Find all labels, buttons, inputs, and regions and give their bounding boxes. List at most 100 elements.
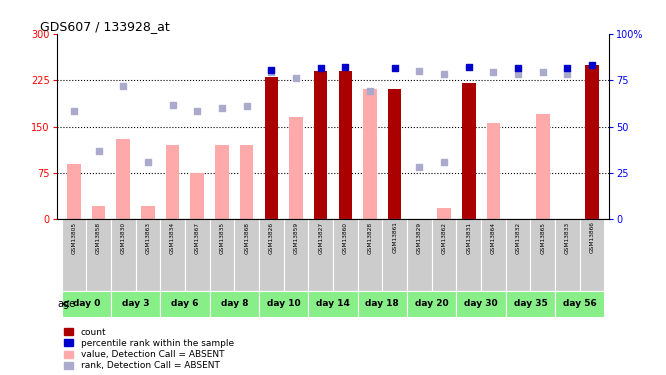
Point xyxy=(513,71,523,77)
Bar xyxy=(358,291,407,317)
Bar xyxy=(86,219,111,291)
Bar xyxy=(407,219,432,291)
Bar xyxy=(210,291,259,317)
Bar xyxy=(259,219,284,291)
Point xyxy=(315,65,326,71)
Point xyxy=(464,64,474,70)
Point xyxy=(93,148,104,154)
Bar xyxy=(314,71,328,219)
Bar xyxy=(240,145,254,219)
Text: age: age xyxy=(57,299,75,309)
Text: GSM13867: GSM13867 xyxy=(194,222,200,254)
Point xyxy=(290,75,301,81)
Text: day 8: day 8 xyxy=(220,299,248,308)
Bar xyxy=(185,219,210,291)
Bar xyxy=(141,206,155,219)
Text: day 6: day 6 xyxy=(171,299,198,308)
Bar xyxy=(338,71,352,219)
Point xyxy=(266,69,276,75)
Text: GSM13863: GSM13863 xyxy=(145,222,151,254)
Bar xyxy=(264,77,278,219)
Text: GSM13834: GSM13834 xyxy=(170,222,175,254)
Bar xyxy=(190,173,204,219)
Bar xyxy=(505,219,530,291)
Bar xyxy=(456,291,505,317)
Text: GSM13835: GSM13835 xyxy=(220,222,224,254)
Point xyxy=(439,71,450,77)
Point xyxy=(118,83,129,89)
Bar xyxy=(487,123,500,219)
Text: GSM13868: GSM13868 xyxy=(244,222,249,254)
Text: GSM13865: GSM13865 xyxy=(540,222,545,254)
Bar xyxy=(161,291,210,317)
Text: day 20: day 20 xyxy=(415,299,448,308)
Bar xyxy=(505,291,555,317)
Text: GDS607 / 133928_at: GDS607 / 133928_at xyxy=(40,20,169,33)
Text: GSM13861: GSM13861 xyxy=(392,222,397,254)
Point xyxy=(390,65,400,71)
Text: GSM13827: GSM13827 xyxy=(318,222,323,254)
Text: day 56: day 56 xyxy=(563,299,597,308)
Point xyxy=(587,62,597,68)
Text: day 30: day 30 xyxy=(464,299,498,308)
Bar xyxy=(333,219,358,291)
Bar xyxy=(555,291,605,317)
Text: GSM13830: GSM13830 xyxy=(121,222,126,254)
Point xyxy=(439,159,450,165)
Bar xyxy=(358,219,382,291)
Point xyxy=(192,108,202,114)
Bar xyxy=(210,219,234,291)
Bar xyxy=(215,145,228,219)
Point xyxy=(340,64,351,70)
Bar xyxy=(234,219,259,291)
Text: GSM13805: GSM13805 xyxy=(71,222,77,254)
Bar xyxy=(481,219,505,291)
Text: day 35: day 35 xyxy=(513,299,547,308)
Bar xyxy=(308,291,358,317)
Text: GSM13829: GSM13829 xyxy=(417,222,422,254)
Text: GSM13860: GSM13860 xyxy=(343,222,348,254)
Text: GSM13831: GSM13831 xyxy=(466,222,472,254)
Bar xyxy=(111,291,161,317)
Bar xyxy=(462,83,476,219)
Point xyxy=(365,88,376,94)
Bar xyxy=(407,291,456,317)
Point xyxy=(69,108,79,114)
Text: GSM13828: GSM13828 xyxy=(368,222,372,254)
Text: GSM13858: GSM13858 xyxy=(96,222,101,254)
Point xyxy=(537,69,548,75)
Point xyxy=(513,65,523,71)
Text: GSM13862: GSM13862 xyxy=(442,222,446,254)
Text: GSM13864: GSM13864 xyxy=(491,222,496,254)
Legend: count, percentile rank within the sample, value, Detection Call = ABSENT, rank, : count, percentile rank within the sample… xyxy=(65,328,234,370)
Bar xyxy=(530,219,555,291)
Point xyxy=(143,159,153,165)
Bar xyxy=(136,219,161,291)
Text: GSM13859: GSM13859 xyxy=(294,222,298,254)
Bar xyxy=(585,65,599,219)
Text: day 14: day 14 xyxy=(316,299,350,308)
Bar xyxy=(117,139,130,219)
Text: GSM13833: GSM13833 xyxy=(565,222,570,254)
Text: day 10: day 10 xyxy=(267,299,300,308)
Text: GSM13866: GSM13866 xyxy=(589,222,595,254)
Bar xyxy=(536,114,549,219)
Bar xyxy=(61,219,86,291)
Bar xyxy=(308,219,333,291)
Bar xyxy=(289,117,303,219)
Point xyxy=(241,103,252,109)
Bar xyxy=(161,219,185,291)
Bar xyxy=(432,219,456,291)
Text: day 0: day 0 xyxy=(73,299,100,308)
Bar xyxy=(111,219,136,291)
Point xyxy=(414,164,425,170)
Bar xyxy=(438,208,451,219)
Bar xyxy=(363,90,377,219)
Point xyxy=(562,71,573,77)
Point xyxy=(414,68,425,74)
Text: GSM13832: GSM13832 xyxy=(515,222,521,254)
Bar xyxy=(456,219,481,291)
Bar xyxy=(388,90,402,219)
Point xyxy=(266,67,276,73)
Point xyxy=(488,69,499,75)
